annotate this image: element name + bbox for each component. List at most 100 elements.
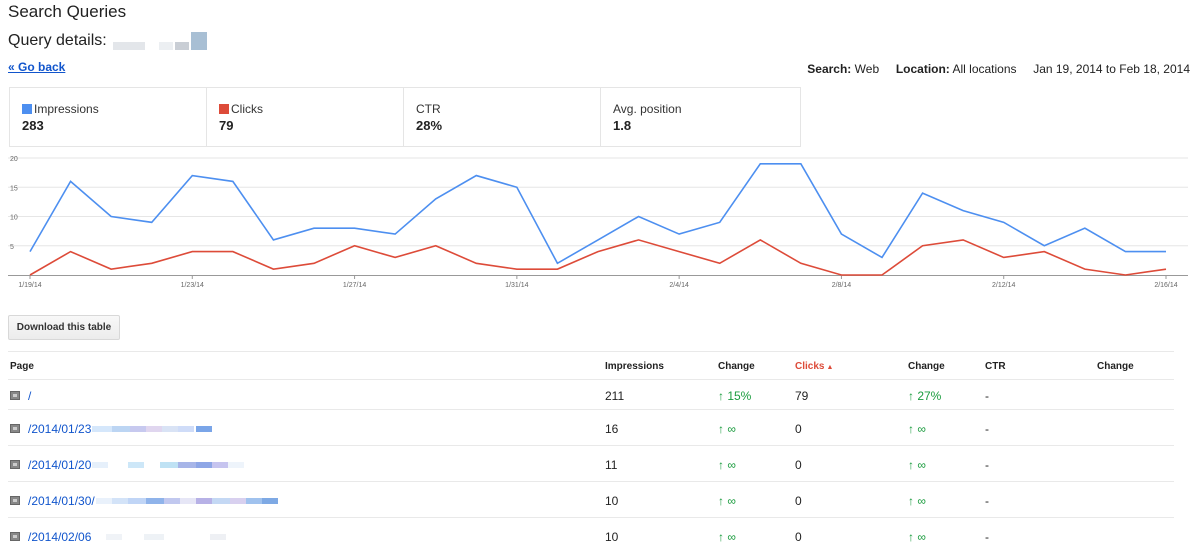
query-details: Query details:	[8, 32, 207, 50]
redacted-url-segment	[196, 426, 212, 432]
clicks-change: ↑ ∞	[908, 422, 926, 436]
page-link[interactable]: /2014/02/06	[28, 530, 92, 544]
redacted-url-segment	[210, 534, 226, 540]
metric-value: 79	[219, 118, 234, 133]
page-link[interactable]: /2014/01/20	[28, 458, 92, 472]
page-link[interactable]: /	[28, 389, 32, 403]
redacted-url-segment	[178, 462, 196, 468]
clicks-value: 0	[795, 422, 802, 436]
redacted-url-segment	[162, 426, 178, 432]
page-title: Search Queries	[8, 2, 127, 21]
impressions-change: ↑ ∞	[718, 422, 736, 436]
page-preview-icon[interactable]	[10, 496, 20, 505]
page-link[interactable]: /2014/01/23	[28, 422, 92, 436]
col-header-clicks-label: Clicks	[795, 361, 825, 372]
row-divider	[8, 517, 1174, 518]
page-preview-icon[interactable]	[10, 460, 20, 469]
col-header-change[interactable]: Change	[718, 361, 755, 372]
redacted-url-segment	[112, 498, 128, 504]
y-tick-label: 20	[10, 156, 18, 163]
sort-arrow-icon: ▲	[826, 364, 834, 371]
page-preview-icon[interactable]	[10, 532, 20, 541]
metric-impressions[interactable]: Impressions 283	[10, 88, 207, 146]
go-back-link[interactable]: « Go back	[8, 60, 66, 74]
redacted-url-segment	[160, 462, 178, 468]
col-header-ctr[interactable]: CTR	[985, 361, 1006, 372]
redacted-url-segment	[196, 462, 212, 468]
metrics-panel: Impressions 283 Clicks 79 CTR 28% Avg. p…	[9, 87, 801, 147]
query-details-label: Query details:	[8, 32, 107, 49]
col-header-page[interactable]: Page	[10, 361, 34, 372]
redacted-url-segment	[178, 426, 194, 432]
download-table-button[interactable]: Download this table	[8, 315, 120, 340]
redacted-query	[111, 32, 207, 50]
col-header-impressions[interactable]: Impressions	[605, 361, 664, 372]
x-tick-label: 2/12/14	[992, 282, 1015, 289]
clicks-value: 0	[795, 494, 802, 508]
header-divider	[8, 379, 1174, 380]
metric-label: Clicks	[231, 102, 263, 116]
redacted-url-segment	[212, 462, 228, 468]
page-link[interactable]: /2014/01/30/	[28, 494, 95, 508]
redacted-url-segment	[180, 498, 196, 504]
series-line-clicks	[29, 238, 1167, 276]
metric-value: 28%	[416, 118, 443, 133]
ctr-value: -	[985, 389, 989, 403]
metric-value: 1.8	[613, 118, 632, 133]
table-row: /2014/01/20 11 ↑ ∞ 0 ↑ ∞ -	[0, 458, 1196, 478]
redacted-url-segment	[92, 462, 108, 468]
search-filter-value[interactable]: Web	[854, 62, 880, 76]
filters-bar: Search: Web Location: All locations Jan …	[807, 62, 1190, 76]
date-range[interactable]: Jan 19, 2014 to Feb 18, 2014	[1033, 62, 1190, 76]
x-tick-label: 1/23/14	[181, 282, 204, 289]
metric-label: Avg. position	[613, 102, 682, 116]
col-header-ctr-change[interactable]: Change	[1097, 361, 1134, 372]
y-tick-label: 15	[10, 185, 18, 192]
metric-avg-position[interactable]: Avg. position 1.8	[601, 88, 798, 146]
redacted-url-segment	[144, 534, 164, 540]
series-line-impressions	[29, 163, 1166, 265]
clicks-swatch	[219, 104, 229, 114]
impressions-change: ↑ 15%	[718, 389, 752, 403]
y-tick-label: 10	[10, 215, 18, 222]
table-row: /2014/01/30/10 ↑ ∞ 0 ↑ ∞ -	[0, 494, 1196, 514]
metric-ctr[interactable]: CTR 28%	[404, 88, 601, 146]
redacted-url-segment	[262, 498, 278, 504]
location-filter-label: Location:	[895, 62, 950, 76]
redacted-url-segment	[128, 498, 146, 504]
clicks-value: 79	[795, 389, 809, 403]
clicks-change: ↑ 27%	[908, 389, 942, 403]
page-preview-icon[interactable]	[10, 391, 20, 400]
redacted-url-segment	[96, 498, 112, 504]
table-row: /2014/02/06 10 ↑ ∞ 0 ↑ ∞ -	[0, 530, 1196, 550]
table-row: / 211 ↑ 15% 79 ↑ 27% -	[0, 389, 1196, 409]
divider	[8, 351, 1174, 352]
impressions-change: ↑ ∞	[718, 458, 736, 472]
metric-label: CTR	[416, 102, 441, 116]
col-header-clicks[interactable]: Clicks ▲	[795, 361, 833, 372]
x-tick-label: 1/31/14	[505, 282, 528, 289]
redacted-url-segment	[212, 498, 230, 504]
y-tick-label: 5	[10, 244, 14, 251]
redacted-url-segment	[92, 426, 112, 432]
impressions-value: 10	[605, 494, 619, 508]
ctr-value: -	[985, 494, 989, 508]
impressions-value: 16	[605, 422, 619, 436]
redacted-url-segment	[228, 462, 244, 468]
redacted-url-segment	[164, 498, 180, 504]
search-filter-label: Search:	[807, 62, 852, 76]
impressions-change: ↑ ∞	[718, 530, 736, 544]
location-filter-value[interactable]: All locations	[952, 62, 1017, 76]
ctr-value: -	[985, 422, 989, 436]
col-header-clicks-change[interactable]: Change	[908, 361, 945, 372]
redacted-url-segment	[146, 426, 162, 432]
x-tick-label: 2/8/14	[832, 282, 852, 289]
metric-clicks[interactable]: Clicks 79	[207, 88, 404, 146]
redacted-url-segment	[128, 462, 144, 468]
metric-value: 283	[22, 118, 44, 133]
page-preview-icon[interactable]	[10, 424, 20, 433]
redacted-url-segment	[130, 426, 146, 432]
impressions-value: 11	[605, 458, 618, 472]
x-tick-label: 2/4/14	[669, 282, 689, 289]
x-tick-label: 2/16/14	[1154, 282, 1177, 289]
